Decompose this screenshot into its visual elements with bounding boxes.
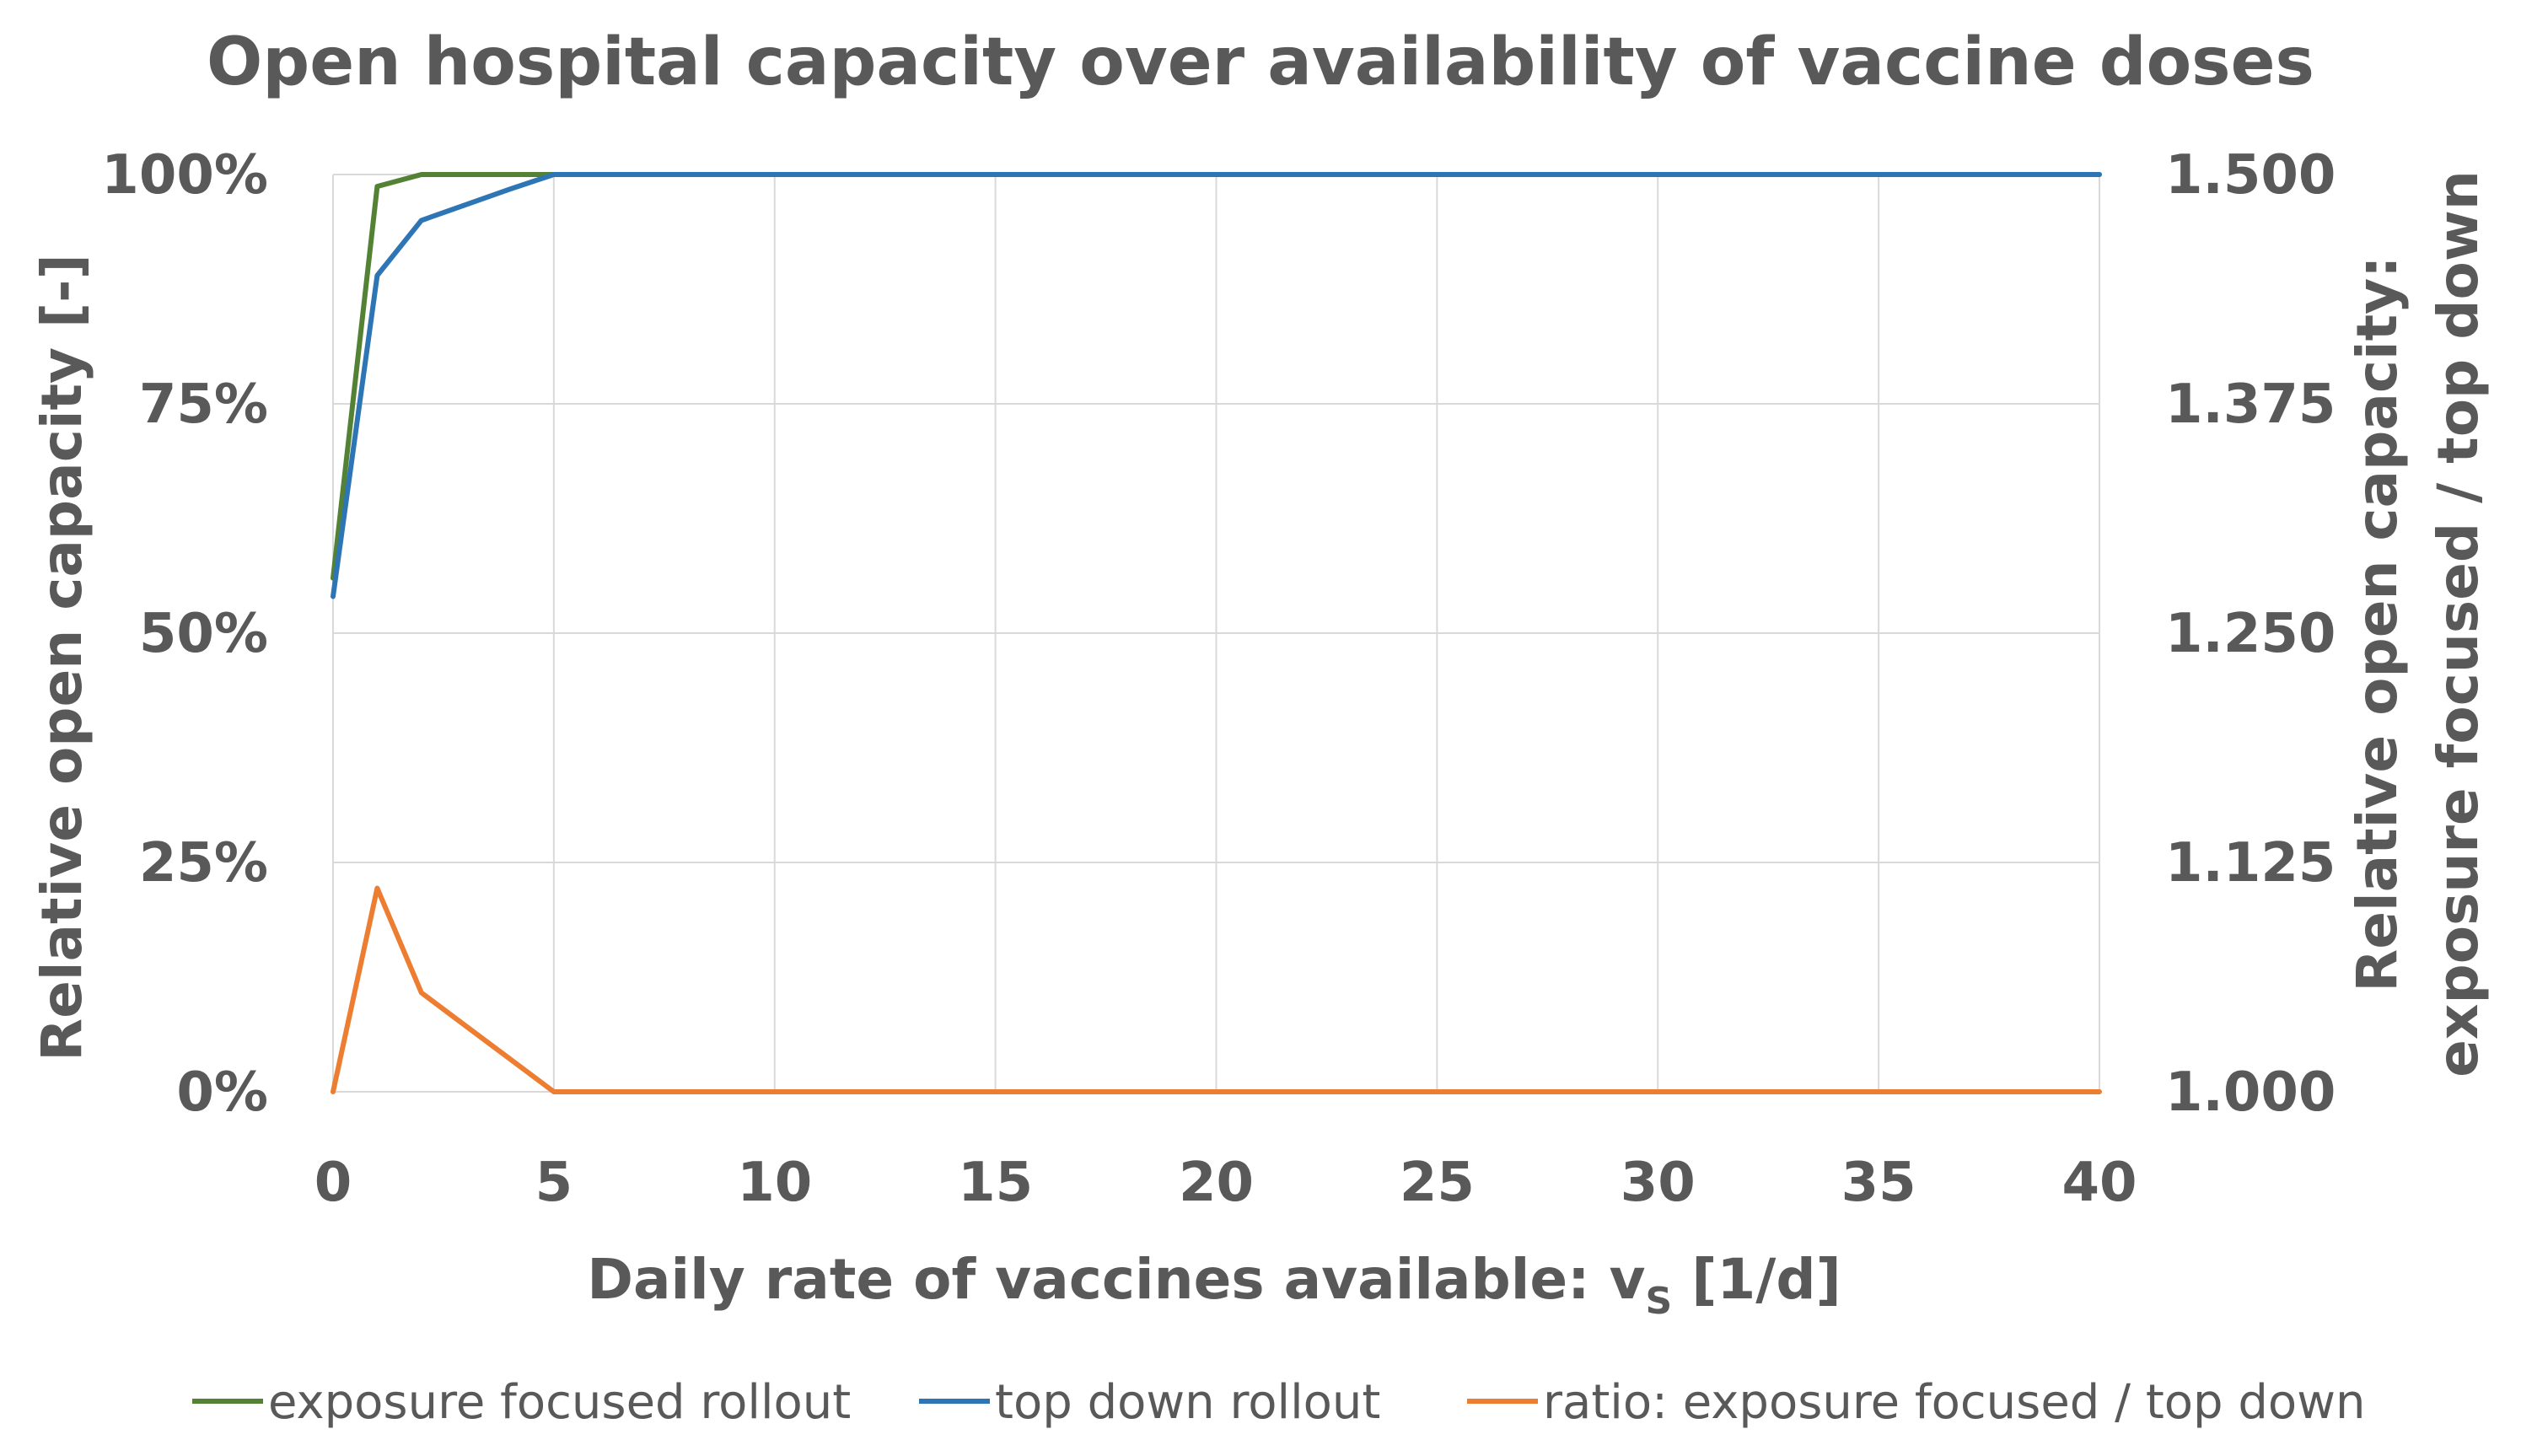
x-tick-label: 25 bbox=[1400, 1152, 1475, 1214]
x-axis-title-main: Daily rate of vaccines available: v bbox=[587, 1247, 1645, 1312]
legend-label: top down rollout bbox=[995, 1375, 1380, 1430]
right-tick-label: 1.375 bbox=[2165, 373, 2336, 436]
left-axis-title: Relative open capacity [-] bbox=[30, 254, 94, 1061]
x-tick-label: 35 bbox=[1841, 1152, 1916, 1214]
chart-title: Open hospital capacity over availability… bbox=[207, 24, 2314, 100]
right-tick-label: 1.125 bbox=[2165, 832, 2336, 895]
legend: exposure focused rollout top down rollout… bbox=[192, 1375, 2366, 1430]
series-line-top-down bbox=[331, 172, 2102, 599]
left-tick-label: 75% bbox=[139, 373, 268, 436]
left-tick-label: 0% bbox=[176, 1061, 268, 1124]
series-lines bbox=[331, 172, 2102, 1094]
x-axis-title: Daily rate of vaccines available: vS [1/… bbox=[587, 1247, 1841, 1323]
x-tick-label: 0 bbox=[314, 1152, 352, 1214]
left-tick-label: 25% bbox=[139, 832, 268, 895]
x-tick-label: 5 bbox=[535, 1152, 573, 1214]
left-tick-label: 100% bbox=[101, 144, 268, 207]
x-tick-label: 15 bbox=[958, 1152, 1033, 1214]
x-axis-title-subscript: S bbox=[1646, 1280, 1673, 1323]
x-tick-label: 40 bbox=[2061, 1152, 2137, 1214]
legend-label: exposure focused rollout bbox=[268, 1375, 851, 1430]
right-tick-label: 1.500 bbox=[2165, 144, 2336, 207]
left-axis-tick-labels: 0% 25% 50% 75% 100% bbox=[101, 144, 268, 1124]
left-tick-label: 50% bbox=[139, 603, 268, 665]
right-axis-title-line2: exposure focused / top down bbox=[2426, 170, 2491, 1077]
right-tick-label: 1.000 bbox=[2165, 1061, 2336, 1124]
right-tick-label: 1.250 bbox=[2165, 603, 2336, 665]
legend-label: ratio: exposure focused / top down bbox=[1543, 1375, 2366, 1430]
right-axis-tick-labels: 1.000 1.125 1.250 1.375 1.500 bbox=[2165, 144, 2336, 1124]
x-axis-tick-labels: 0 5 10 15 20 25 30 35 40 bbox=[314, 1152, 2137, 1214]
right-axis-title-line1: Relative open capacity: bbox=[2345, 255, 2410, 991]
x-axis-title-tail: [1/d] bbox=[1672, 1247, 1841, 1312]
x-tick-label: 10 bbox=[737, 1152, 812, 1214]
x-tick-label: 20 bbox=[1179, 1152, 1254, 1214]
x-tick-label: 30 bbox=[1621, 1152, 1696, 1214]
series-line-ratio bbox=[331, 885, 2102, 1094]
